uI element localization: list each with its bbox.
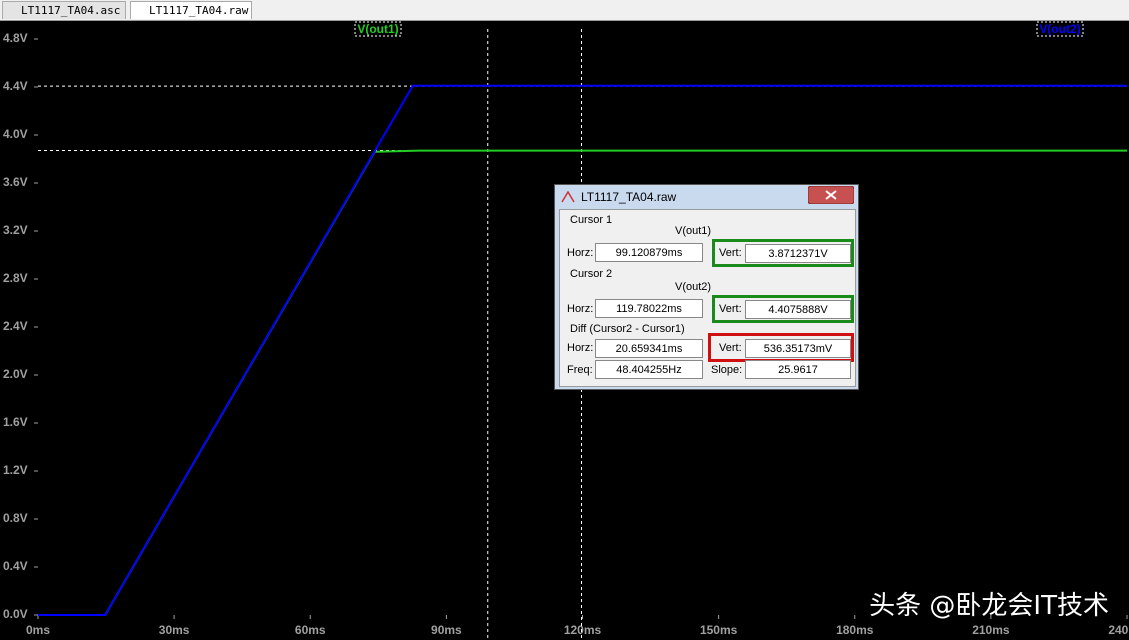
field[interactable]: 48.404255Hz [595,360,703,379]
y-tick-label: 4.4V [3,79,28,93]
y-tick-label: 0.0V [3,607,28,621]
y-tick-label: 4.0V [3,127,28,141]
field-label: Freq: [567,364,593,376]
window-icon [561,191,575,203]
trace-name: V(out1) [675,225,712,237]
field[interactable]: 20.659341ms [595,339,703,358]
x-tick-label: 0ms [26,623,50,637]
legend-box [1036,21,1084,37]
highlight-box [712,239,854,267]
x-tick-label: 240ms [1108,623,1129,637]
field[interactable]: 536.35173mV [745,339,851,358]
field-label: Vert: [719,342,742,354]
field-label: Vert: [719,303,742,315]
y-tick-label: 0.8V [3,511,28,525]
field[interactable]: 119.78022ms [595,299,703,318]
x-tick-label: 30ms [159,623,190,637]
field-label: Vert: [719,247,742,259]
field[interactable]: 99.120879ms [595,243,703,262]
highlight-box [712,295,854,323]
x-tick-label: 90ms [431,623,462,637]
close-button[interactable] [808,186,854,204]
tab-bar: LT1117_TA04.asc LT1117_TA04.raw [0,0,1129,21]
legend-label: V(out2) [1039,22,1080,36]
y-tick-label: 3.2V [3,223,28,237]
group-label: Cursor 1 [570,214,613,226]
x-tick-label: 60ms [295,623,326,637]
y-tick-label: 0.4V [3,559,28,573]
watermark: 头条 @卧龙会IT技术 [869,591,1109,621]
field[interactable]: 3.8712371V [745,244,851,263]
y-tick-label: 1.6V [3,415,28,429]
y-tick-label: 1.2V [3,463,28,477]
legend-label: V(out1) [357,22,398,36]
cursor-window[interactable]: LT1117_TA04.raw Cursor 1 V(out1) Horz: 9… [554,184,859,390]
x-tick-label: 210ms [972,623,1010,637]
window-title: LT1117_TA04.raw [581,190,677,204]
y-tick-label: 2.8V [3,271,28,285]
field-label: Horz: [567,303,594,315]
field-label: Horz: [567,247,594,259]
y-tick-label: 4.8V [3,31,28,45]
group-label: Diff (Cursor2 - Cursor1) [570,323,685,335]
tab[interactable]: LT1117_TA04.raw [130,1,252,19]
field[interactable]: 25.9617 [745,360,851,379]
x-tick-label: 120ms [564,623,602,637]
group-label: Cursor 2 [570,268,613,280]
trace [38,84,1127,616]
tab[interactable]: LT1117_TA04.asc [2,1,126,19]
legend-box [354,21,402,37]
y-tick-label: 2.0V [3,367,28,381]
y-tick-label: 2.4V [3,319,28,333]
y-tick-label: 3.6V [3,175,28,189]
trace-name: V(out2) [675,281,712,293]
field-label: Slope: [711,364,743,376]
field-label: Horz: [567,342,594,354]
x-tick-label: 180ms [836,623,874,637]
field[interactable]: 4.4075888V [745,300,851,319]
x-tick-label: 150ms [700,623,738,637]
